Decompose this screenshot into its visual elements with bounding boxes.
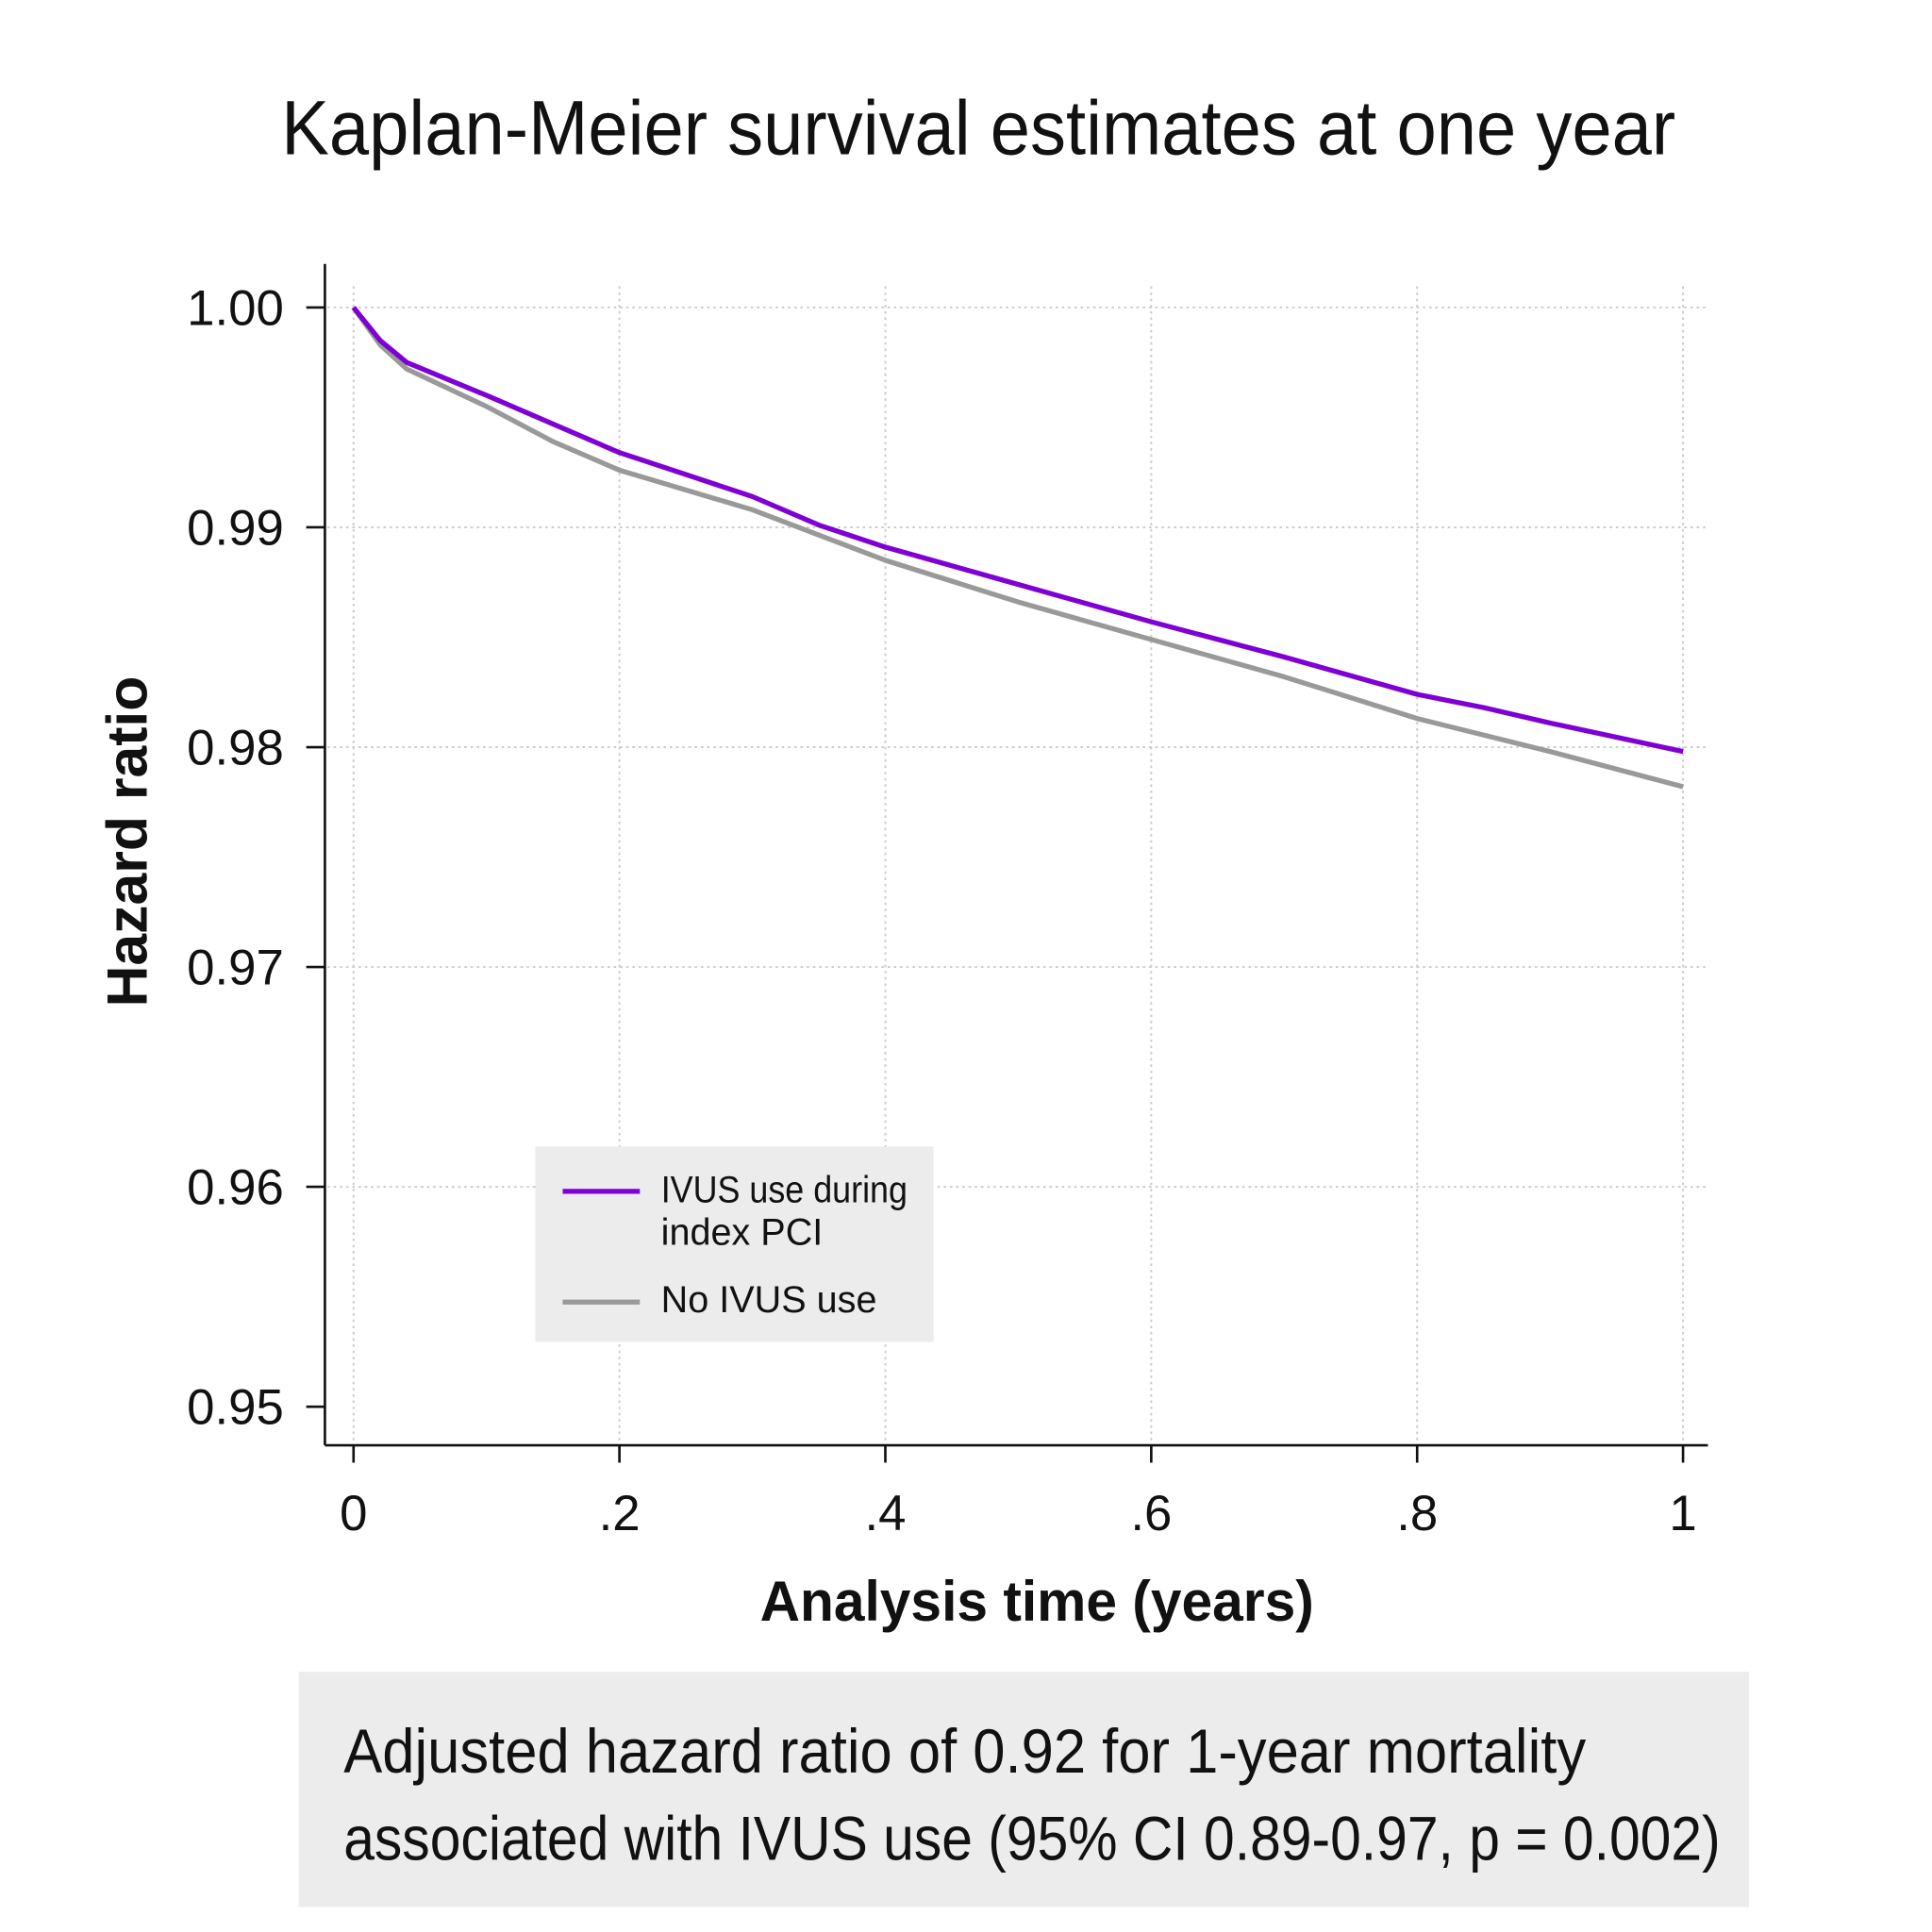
y-tick-label: 0.96 bbox=[187, 1160, 284, 1216]
annotation-line-1: Adjusted hazard ratio of 0.92 for 1-year… bbox=[343, 1716, 1586, 1786]
legend-label-ivus-line1: IVUS use during bbox=[661, 1170, 908, 1211]
series-line-ivus bbox=[351, 306, 1684, 755]
legend: IVUS use during index PCI No IVUS use bbox=[535, 1146, 934, 1342]
x-axis-label: Analysis time (years) bbox=[760, 1569, 1314, 1633]
y-axis-label: Hazard ratio bbox=[95, 676, 159, 1008]
x-tick-label: .2 bbox=[599, 1486, 641, 1541]
x-tick-label: 0 bbox=[340, 1486, 367, 1541]
x-tick-label: 1 bbox=[1669, 1486, 1696, 1541]
x-tick-label: .4 bbox=[864, 1486, 906, 1541]
y-tick-label: 0.97 bbox=[187, 941, 284, 996]
series-line-no-ivus bbox=[351, 306, 1684, 790]
x-axis-ticks: 0 .2 .4 .6 .8 1 bbox=[340, 1445, 1697, 1541]
x-tick-label: .8 bbox=[1396, 1486, 1438, 1541]
annotation-box: Adjusted hazard ratio of 0.92 for 1-year… bbox=[298, 1672, 1750, 1907]
legend-label-ivus-line2: index PCI bbox=[661, 1212, 824, 1254]
series-lines bbox=[351, 306, 1684, 790]
y-tick-label: 0.95 bbox=[187, 1380, 284, 1436]
y-tick-label: 0.99 bbox=[187, 500, 284, 556]
legend-box bbox=[535, 1146, 934, 1342]
y-axis-ticks: 1.00 0.99 0.98 0.97 0.96 0.95 bbox=[187, 280, 325, 1436]
gridlines bbox=[327, 286, 1708, 1443]
annotation-background bbox=[298, 1672, 1750, 1907]
legend-label-no-ivus: No IVUS use bbox=[661, 1279, 877, 1321]
chart-title: Kaplan-Meier survival estimates at one y… bbox=[281, 86, 1675, 172]
x-tick-label: .6 bbox=[1130, 1486, 1172, 1541]
annotation-line-2: associated with IVUS use (95% CI 0.89-0.… bbox=[343, 1803, 1720, 1873]
y-tick-label: 0.98 bbox=[187, 720, 284, 775]
y-tick-label: 1.00 bbox=[187, 280, 284, 336]
